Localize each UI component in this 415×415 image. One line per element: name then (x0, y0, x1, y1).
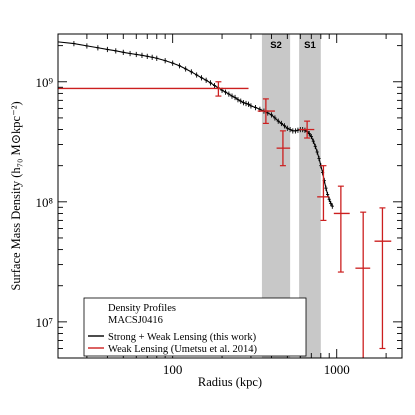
plot-frame (57, 33, 403, 359)
tick-labels: 100 1000 10⁷ 10⁸ 10⁹ (35, 75, 349, 377)
shaded-region-label-s1: S1 (304, 40, 316, 51)
y-tick-label-0: 10⁷ (35, 315, 53, 330)
shaded-region-s1 (299, 34, 321, 358)
axis-ticks (57, 34, 402, 359)
legend-title-line: Density Profiles (108, 303, 176, 314)
legend-entry-strong-weak: Strong + Weak Lensing (this work) (108, 332, 257, 343)
y-axis-label: Surface Mass Density (h₇₀ M⊙kpc⁻²) (9, 101, 23, 290)
y-tick-label-1: 10⁸ (35, 195, 53, 210)
data-series (57, 41, 392, 358)
legend-box (83, 297, 307, 357)
y-tick-label-2: 10⁹ (35, 75, 53, 90)
legend-title-line: MACSJ0416 (108, 315, 163, 326)
legend-entry-weak: Weak Lensing (Umetsu et al. 2014) (108, 344, 258, 355)
shaded-region-label-s2: S2 (270, 40, 282, 51)
x-axis-label: Radius (kpc) (198, 375, 262, 389)
x-tick-label-100: 100 (163, 362, 183, 377)
x-tick-label-1000: 1000 (324, 362, 350, 377)
legend: Density Profiles MACSJ0416 Strong + Weak… (83, 297, 307, 357)
